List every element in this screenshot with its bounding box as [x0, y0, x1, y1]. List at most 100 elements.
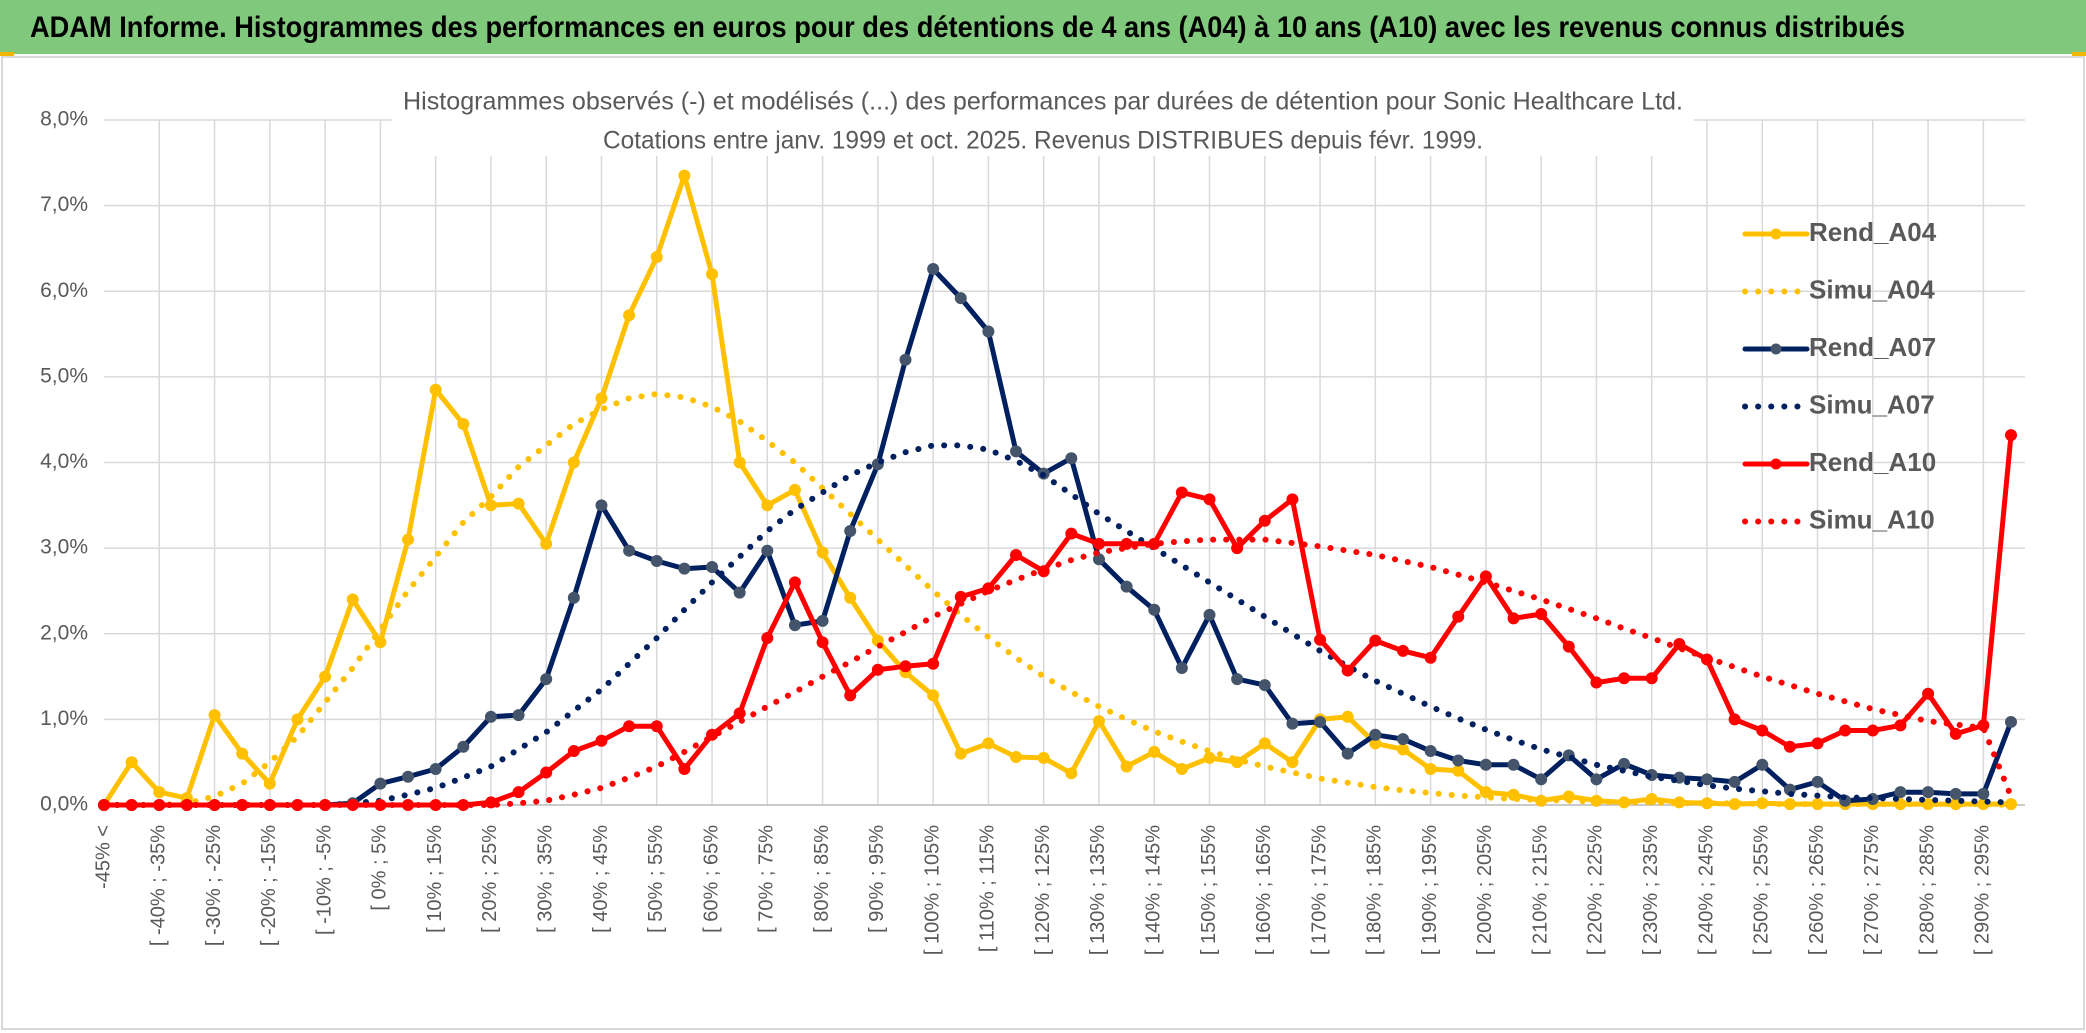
- marker: [650, 251, 663, 263]
- x-tick-label: [ 210% ; 215%: [1529, 825, 1551, 955]
- x-tick-label: [ 60% ; 65%: [700, 825, 722, 933]
- marker: [816, 614, 829, 627]
- y-tick-label: 8,0%: [40, 108, 88, 131]
- header-accent: [2072, 52, 2086, 56]
- marker: [346, 593, 359, 606]
- marker: [761, 632, 774, 645]
- marker: [429, 383, 442, 396]
- model-line: [101, 536, 2014, 808]
- marker: [1728, 775, 1741, 788]
- marker: [374, 777, 387, 790]
- marker: [1949, 787, 1962, 800]
- marker: [623, 720, 636, 733]
- marker: [1452, 610, 1465, 623]
- marker: [1479, 786, 1492, 799]
- chart-frame: [1, 56, 2085, 1030]
- marker: [788, 483, 801, 496]
- marker: [1092, 537, 1105, 550]
- marker: [595, 392, 608, 405]
- marker: [1010, 751, 1023, 764]
- header-bar: [0, 0, 2086, 54]
- legend-label: Rend_A04: [1809, 217, 1937, 247]
- marker: [2005, 429, 2017, 442]
- marker: [374, 636, 387, 649]
- marker: [1894, 786, 1907, 799]
- marker: [1922, 687, 1935, 700]
- x-tick-label: [ 290% ; 295%: [1972, 825, 1994, 955]
- marker: [1424, 745, 1437, 758]
- marker: [678, 169, 691, 182]
- x-tick-label: [ 20% ; 25%: [479, 825, 501, 933]
- marker: [484, 710, 497, 723]
- x-tick-label: [ 170% ; 175%: [1308, 825, 1330, 955]
- marker: [982, 325, 995, 338]
- marker: [1286, 756, 1299, 769]
- marker: [512, 786, 525, 799]
- x-tick-label: [ 220% ; 225%: [1585, 825, 1607, 955]
- marker: [844, 689, 857, 702]
- marker: [1258, 679, 1271, 692]
- x-tick-label: [ 200% ; 205%: [1474, 825, 1496, 955]
- marker: [678, 763, 691, 776]
- header-accent: [0, 52, 14, 56]
- marker: [1175, 486, 1188, 499]
- marker: [844, 591, 857, 604]
- marker: [1535, 608, 1548, 621]
- y-tick-label: 6,0%: [40, 279, 88, 302]
- marker: [1175, 763, 1188, 776]
- x-tick-label: [ -40% ; -35%: [148, 825, 170, 946]
- marker: [567, 456, 580, 469]
- x-tick-label: [ 90% ; 95%: [866, 825, 888, 933]
- marker: [761, 544, 774, 557]
- marker: [1479, 758, 1492, 771]
- marker: [1010, 548, 1023, 561]
- legend: Rend_A04 Simu_A04 Rend_A07 Simu_A07 Rend_A10…: [1742, 217, 1937, 534]
- marker: [1231, 673, 1244, 686]
- marker: [1065, 527, 1078, 540]
- marker: [1922, 786, 1935, 799]
- marker: [1396, 733, 1409, 746]
- marker: [927, 657, 940, 670]
- marker: [263, 777, 276, 790]
- marker: [1894, 719, 1907, 732]
- x-tick-label: [ 260% ; 265%: [1806, 825, 1828, 955]
- marker: [1645, 672, 1658, 685]
- x-tick-label: [ -30% ; -25%: [203, 825, 225, 946]
- marker: [567, 591, 580, 604]
- x-tick-label: [ 40% ; 45%: [590, 825, 612, 933]
- marker: [1148, 603, 1161, 616]
- x-tick-label: [ 140% ; 145%: [1143, 825, 1165, 955]
- y-tick-label: 4,0%: [40, 450, 88, 473]
- chart-title: Histogrammes observés (-) et modélisés (…: [403, 88, 1683, 116]
- marker: [1977, 787, 1990, 800]
- marker: [1756, 758, 1769, 771]
- marker: [788, 576, 801, 589]
- marker: [1618, 757, 1631, 770]
- x-tick-label: [ 240% ; 245%: [1695, 825, 1717, 955]
- marker: [1148, 745, 1161, 758]
- marker: [1369, 634, 1382, 647]
- marker: [733, 456, 746, 469]
- marker: [1949, 727, 1962, 740]
- marker: [761, 499, 774, 512]
- marker: [816, 636, 829, 649]
- marker: [1783, 740, 1796, 753]
- marker: [1341, 747, 1354, 760]
- marker: [844, 525, 857, 537]
- marker: [1590, 676, 1603, 689]
- x-tick-label: [ 250% ; 255%: [1751, 825, 1773, 955]
- marker: [595, 499, 608, 512]
- marker: [650, 720, 663, 733]
- x-tick-label: [ -20% ; -15%: [258, 825, 280, 946]
- marker: [208, 709, 221, 722]
- legend-marker: [1770, 343, 1782, 355]
- observed-line: [101, 173, 2014, 808]
- marker: [1120, 760, 1133, 773]
- marker: [512, 709, 525, 722]
- marker: [567, 745, 580, 758]
- marker: [291, 713, 304, 726]
- legend-label: Rend_A10: [1809, 447, 1936, 477]
- marker: [236, 747, 249, 760]
- marker: [1065, 767, 1078, 780]
